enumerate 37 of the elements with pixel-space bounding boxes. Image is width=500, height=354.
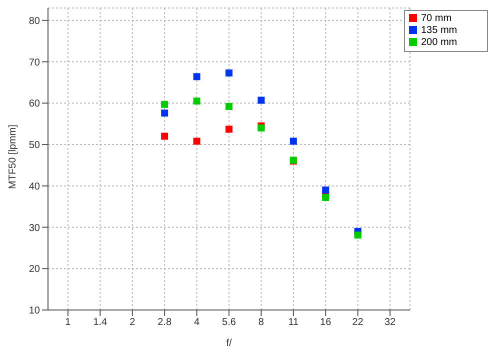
y-tick-label: 50 bbox=[28, 140, 40, 152]
legend-label: 200 mm bbox=[421, 37, 458, 48]
x-tick-label: 8 bbox=[258, 317, 264, 328]
x-tick-label: 16 bbox=[320, 317, 332, 328]
point bbox=[290, 138, 297, 145]
y-tick-label: 10 bbox=[28, 306, 40, 317]
point bbox=[161, 100, 168, 108]
legend-label: 70 mm bbox=[421, 13, 452, 24]
x-tick-label: 2 bbox=[130, 317, 136, 328]
x-tick-label: 5.6 bbox=[222, 317, 236, 328]
y-tick-label: 80 bbox=[28, 16, 40, 27]
x-axis-title: f/ bbox=[226, 338, 232, 349]
point bbox=[226, 69, 232, 76]
x-tick-label: 4 bbox=[194, 317, 200, 328]
point bbox=[193, 73, 200, 80]
x-tick-label: 1 bbox=[65, 317, 72, 328]
point bbox=[226, 102, 232, 110]
y-axis-title: MTF50 [lpmm] bbox=[8, 124, 19, 189]
y-tick-label: 20 bbox=[28, 264, 40, 276]
point bbox=[322, 186, 330, 194]
y-tick-label: 60 bbox=[28, 98, 40, 110]
point bbox=[193, 98, 200, 105]
x-tick-label: 2.8 bbox=[158, 317, 172, 328]
y-tick-label: 40 bbox=[28, 181, 40, 192]
x-tick-label: 1.4 bbox=[93, 317, 108, 328]
point bbox=[226, 126, 232, 133]
x-tick-label: 11 bbox=[288, 317, 300, 328]
y-tick-label: 70 bbox=[28, 57, 40, 68]
point bbox=[322, 194, 330, 201]
point bbox=[161, 110, 168, 117]
x-tick-label: 32 bbox=[384, 317, 396, 328]
legend-label: 135 mm bbox=[421, 25, 458, 36]
y-tick-label: 30 bbox=[28, 222, 40, 234]
x-tick-label: 22 bbox=[352, 317, 364, 328]
point bbox=[161, 132, 168, 140]
point bbox=[193, 138, 200, 145]
point bbox=[258, 96, 265, 104]
